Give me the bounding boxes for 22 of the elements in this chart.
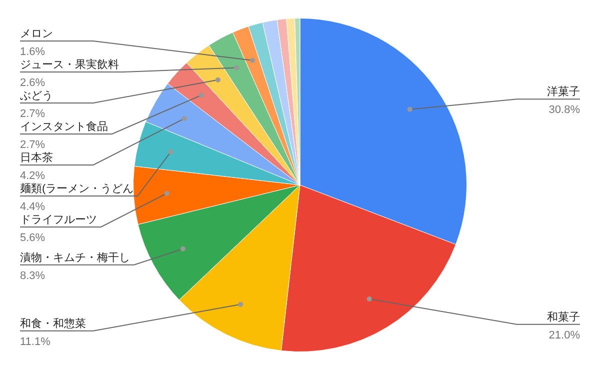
slice-label: ドライフルーツ <box>20 214 97 226</box>
slice-label: 麺類(ラーメン・うどん <box>20 182 134 195</box>
data-label: 21.0% <box>548 329 580 342</box>
data-label: 2.7% <box>20 138 46 151</box>
data-label: 5.6% <box>20 232 46 244</box>
slice-label: 漬物・キムチ・梅干し <box>20 250 130 264</box>
slice-label: インスタント食品 <box>20 120 108 133</box>
data-label: 30.8% <box>548 104 580 116</box>
data-label: 11.1% <box>20 336 51 348</box>
data-label: 8.3% <box>20 270 46 282</box>
slice-label: ジュース・果実飲料 <box>20 58 119 71</box>
slice-label: 和菓子 <box>547 310 580 324</box>
slice-label: メロン <box>20 28 53 40</box>
slice-label: ぶどう <box>20 90 53 102</box>
data-label: 4.4% <box>20 200 46 213</box>
data-label: 1.6% <box>20 46 46 58</box>
data-label: 4.2% <box>20 170 46 182</box>
slice-label: 洋菓子 <box>547 85 580 98</box>
data-label: 2.6% <box>20 76 46 89</box>
slice-label: 和食・和惣菜 <box>20 316 86 330</box>
slice-label: 日本茶 <box>20 150 53 164</box>
data-label: 2.7% <box>20 108 46 120</box>
